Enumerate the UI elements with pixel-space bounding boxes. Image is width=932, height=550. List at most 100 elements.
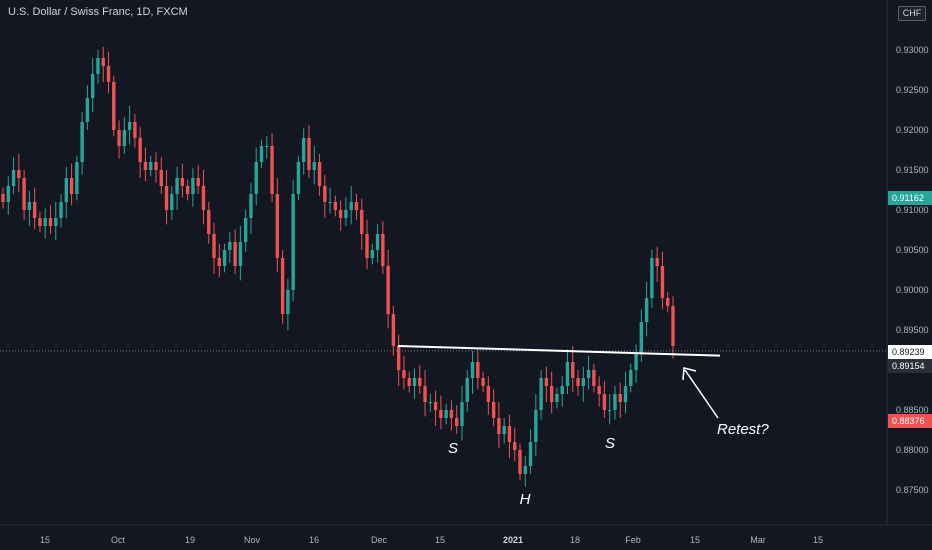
candle-body xyxy=(412,378,417,386)
candle-body xyxy=(180,178,185,186)
candle-body xyxy=(259,146,264,162)
y-tick-label: 0.92500 xyxy=(896,85,929,95)
candle-body xyxy=(38,218,42,226)
candle-body xyxy=(117,130,121,146)
candle-body xyxy=(655,258,659,266)
candle-body xyxy=(122,130,127,146)
x-tick-label: Dec xyxy=(371,535,388,545)
candle-body xyxy=(402,370,406,378)
candle-body xyxy=(280,258,285,314)
x-tick-label: 15 xyxy=(40,535,50,545)
candle-body xyxy=(544,378,549,386)
time-axis[interactable]: 15 Oct 19 Nov 16 Dec 15 2021 18 Feb 15 Mar 15 xyxy=(40,535,823,545)
candle-body xyxy=(291,194,295,290)
price-label: 0.91162 xyxy=(892,193,924,203)
candle-body xyxy=(660,266,665,298)
price-label-bg xyxy=(888,345,932,359)
price-axis[interactable]: 0.93000 0.92500 0.92000 0.91500 0.91000 0.905… xyxy=(896,45,929,495)
candle-body xyxy=(85,98,90,122)
x-tick-label: Oct xyxy=(111,535,126,545)
candle-body xyxy=(560,386,564,394)
price-labels: 0.91162 0.89239 0.89154 0.88376 xyxy=(888,191,932,428)
candle-body xyxy=(375,234,380,250)
candle-body xyxy=(196,178,200,186)
price-label: 0.89239 xyxy=(892,347,925,357)
arrow-head xyxy=(682,367,697,381)
x-tick-label: 15 xyxy=(690,535,700,545)
candle-body xyxy=(381,234,385,266)
candle-body xyxy=(418,378,422,386)
candle-body xyxy=(333,202,338,210)
y-tick-label: 0.89500 xyxy=(896,325,929,335)
annotation-retest: Retest? xyxy=(717,421,769,438)
candle-body xyxy=(270,146,274,194)
annotation-head: H xyxy=(520,491,531,508)
candle-body xyxy=(370,250,374,258)
y-tick-label: 0.87500 xyxy=(896,485,929,495)
candle-body xyxy=(602,394,607,410)
candle-body xyxy=(64,178,69,202)
candle-body xyxy=(491,402,496,418)
candle-body xyxy=(275,194,280,258)
candle-body xyxy=(581,378,586,386)
candle-body xyxy=(222,250,227,266)
candle-body xyxy=(365,234,369,258)
candle-body xyxy=(17,170,21,178)
chart-title: U.S. Dollar / Swiss Franc, 1D, FXCM xyxy=(8,6,188,18)
candle-body xyxy=(555,394,559,402)
retest-arrow xyxy=(682,367,719,419)
candle-body xyxy=(249,194,253,218)
candle-body xyxy=(623,386,628,402)
candle-body xyxy=(201,186,206,210)
y-tick-label: 0.91000 xyxy=(896,205,929,215)
candle-body xyxy=(149,162,153,170)
candle-body xyxy=(476,362,480,378)
candle-body xyxy=(539,378,543,410)
x-tick-label: Mar xyxy=(750,535,766,545)
candle-body xyxy=(127,122,132,130)
candle-body xyxy=(354,202,359,210)
candle-body xyxy=(243,218,248,242)
candle-body xyxy=(112,82,116,130)
x-tick-label: 15 xyxy=(813,535,823,545)
y-tick-label: 0.90500 xyxy=(896,245,929,255)
candle-body xyxy=(228,242,232,250)
candle-body xyxy=(32,202,37,218)
candle-body xyxy=(586,370,591,378)
candle-body xyxy=(618,394,622,402)
candle-body xyxy=(449,410,454,418)
candle-body xyxy=(101,58,105,66)
candle-body xyxy=(549,386,554,402)
candle-body xyxy=(360,210,364,234)
candle-body xyxy=(317,162,322,186)
candle-body xyxy=(170,194,174,210)
candle-body xyxy=(444,410,448,418)
neckline[interactable] xyxy=(397,345,721,357)
candle-body xyxy=(428,402,433,403)
candle-body xyxy=(607,410,612,411)
annotation-left-shoulder: S xyxy=(448,440,458,457)
candle-body xyxy=(634,354,638,370)
candle-body xyxy=(613,394,617,410)
y-tick-label: 0.88500 xyxy=(896,405,929,415)
candle-body xyxy=(592,370,596,386)
y-tick-label: 0.93000 xyxy=(896,45,929,55)
currency-button[interactable]: CHF xyxy=(898,6,926,21)
candle-body xyxy=(439,410,443,418)
candle-body xyxy=(650,258,654,298)
candle-body xyxy=(191,178,195,194)
candle-body xyxy=(391,314,396,346)
candle-body xyxy=(465,378,469,402)
candle-body xyxy=(212,234,216,258)
candles xyxy=(1,46,675,487)
candle-body xyxy=(565,362,570,386)
candle-body xyxy=(164,186,169,210)
x-tick-label: Feb xyxy=(625,535,641,545)
candle-body xyxy=(54,218,58,226)
candle-body xyxy=(48,218,53,226)
candle-body xyxy=(423,386,427,402)
price-label-bg xyxy=(888,414,932,428)
candle-body xyxy=(497,418,501,434)
candle-body xyxy=(328,202,332,203)
